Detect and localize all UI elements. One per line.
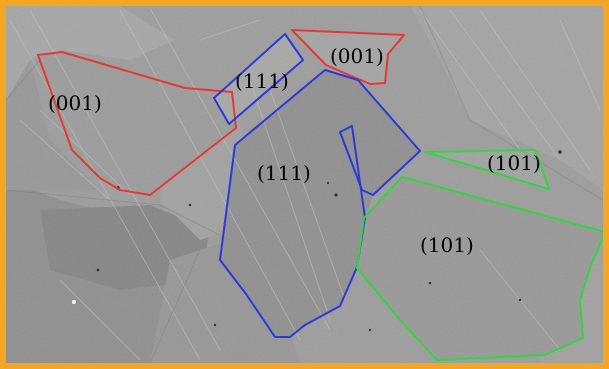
label-grain-101-small: (101) bbox=[487, 151, 541, 175]
grain-outline-101-small bbox=[424, 149, 550, 190]
micrograph: (001) (001) (111) (111) (101) (101) bbox=[6, 6, 603, 363]
grain-outline-111-upper bbox=[213, 33, 304, 125]
label-grain-111-center: (111) bbox=[257, 161, 311, 185]
grain-outline-001-left bbox=[37, 51, 237, 196]
label-grain-001-top: (001) bbox=[330, 44, 384, 68]
grain-outline-001-top bbox=[291, 29, 405, 85]
label-grain-001-left: (001) bbox=[48, 91, 102, 115]
label-grain-111-upper: (111) bbox=[235, 69, 289, 93]
label-grain-101-lower: (101) bbox=[420, 233, 474, 257]
grain-outline-101-lower bbox=[356, 176, 603, 361]
